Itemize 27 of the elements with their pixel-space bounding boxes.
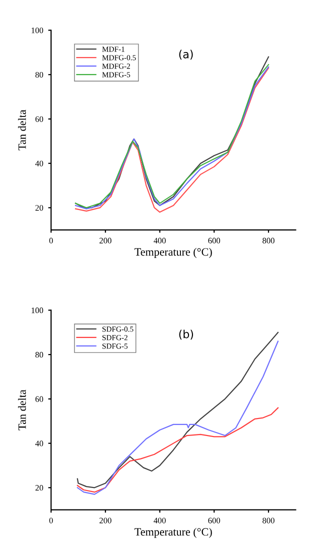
y-tick-label: 40: [35, 440, 44, 446]
x-tick-label: 0: [49, 238, 53, 244]
y-tick-label: 100: [32, 308, 44, 314]
x-tick-label: 400: [154, 238, 166, 244]
y-axis-title: Tan delta: [18, 110, 26, 150]
y-tick-label: 40: [35, 160, 44, 166]
y-tick-label: 60: [35, 396, 44, 402]
y-axis-title: Tan delta: [18, 390, 26, 430]
y-tick-label: 80: [35, 72, 44, 78]
line-series: [76, 407, 279, 493]
x-axis-title: Temperature (°C): [134, 248, 212, 258]
y-tick-label: 80: [35, 352, 44, 358]
x-tick-label: 600: [208, 518, 220, 524]
x-tick-label: 200: [100, 518, 112, 524]
x-tick-label: 200: [100, 238, 112, 244]
y-tick-label: 20: [35, 205, 44, 211]
annotation: (a): [179, 50, 193, 60]
x-tick-label: 800: [262, 518, 274, 524]
y-tick-label: 100: [32, 28, 44, 34]
y-tick-label: 20: [35, 485, 44, 491]
x-tick-label: 400: [154, 518, 166, 524]
y-tick-label: 60: [35, 116, 44, 122]
x-tick-label: 800: [262, 238, 274, 244]
x-tick-label: 0: [49, 518, 53, 524]
annotation: (b): [179, 330, 194, 340]
x-axis-title: Temperature (°C): [134, 528, 212, 538]
x-tick-label: 600: [208, 238, 220, 244]
